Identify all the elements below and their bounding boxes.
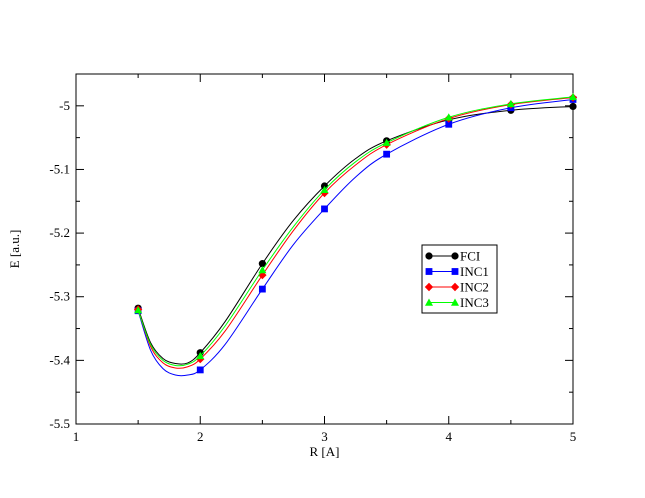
y-tick-label: -5.5 [49, 416, 70, 431]
legend-item: INC1 [425, 264, 489, 279]
y-axis-ticks: -5.5 -5.4 -5.3 -5.2 -5.1 -5 [49, 98, 573, 431]
legend-marker [425, 298, 433, 306]
legend-label: INC3 [460, 295, 489, 310]
series-inc3 [134, 92, 577, 367]
data-point-inc3 [382, 138, 391, 146]
legend-label: FCI [460, 249, 480, 264]
legend-marker [425, 252, 433, 260]
x-tick-label: 2 [197, 429, 204, 444]
legend-item: INC3 [425, 295, 489, 310]
data-point-inc1 [196, 366, 204, 374]
y-tick-label: -5.2 [49, 225, 70, 240]
x-tick-label: 5 [570, 429, 577, 444]
legend-marker [425, 268, 433, 275]
legend-marker [451, 252, 459, 260]
legend-item: INC2 [424, 280, 489, 295]
series-layer [133, 92, 578, 377]
x-tick-label: 3 [321, 429, 328, 444]
data-point-inc3 [258, 266, 267, 274]
data-point-inc3 [506, 99, 515, 108]
y-tick-label: -5.3 [49, 289, 70, 304]
data-point-inc1 [321, 205, 328, 213]
data-point-inc3 [196, 351, 205, 360]
legend-label: INC2 [460, 280, 489, 295]
data-point-inc3 [444, 113, 453, 121]
legend-marker [424, 282, 434, 292]
x-axis-ticks: 1 2 3 4 5 [73, 74, 577, 444]
legend-marker [450, 282, 460, 292]
x-tick-label: 1 [73, 429, 80, 444]
x-axis-label: R [A] [310, 444, 340, 459]
data-point-fci [569, 102, 577, 111]
y-axis-label: E [a.u.] [7, 230, 22, 269]
data-point-inc1 [258, 285, 266, 293]
y-tick-label: -5.1 [49, 161, 70, 176]
y-tick-label: -5.4 [49, 352, 70, 367]
data-point-inc3 [134, 306, 143, 314]
y-tick-label: -5 [59, 98, 70, 113]
data-point-inc3 [320, 185, 329, 194]
legend-item: FCI [425, 249, 480, 264]
legend-marker [451, 268, 459, 275]
data-point-inc1 [383, 150, 391, 158]
data-point-fci [258, 260, 266, 268]
x-tick-label: 4 [446, 429, 453, 444]
legend-marker [451, 298, 459, 306]
data-point-inc3 [569, 92, 577, 101]
data-point-inc1 [445, 120, 453, 128]
legend-label: INC1 [460, 264, 489, 279]
